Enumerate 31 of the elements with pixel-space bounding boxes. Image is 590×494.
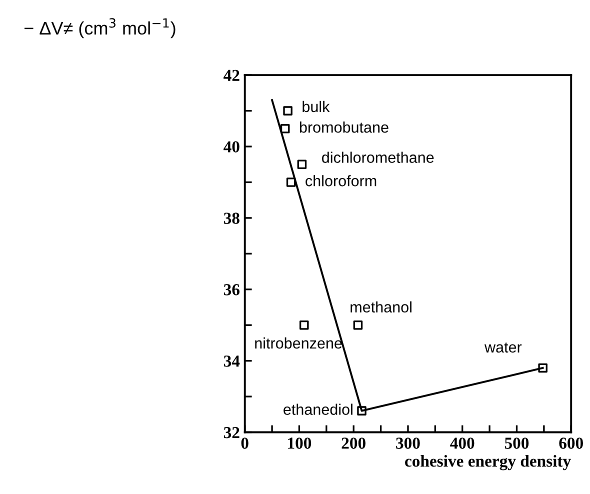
- x-tick-label: 600: [559, 438, 583, 449]
- point: [357, 406, 366, 416]
- x-tick-label: 500: [504, 438, 529, 449]
- x-tick-label: 100: [288, 438, 312, 449]
- y-tick-label: 40: [224, 141, 240, 152]
- y-tick-label: 32: [224, 426, 240, 438]
- annotation: water: [484, 342, 522, 353]
- point: [286, 178, 296, 187]
- point: [283, 106, 292, 116]
- y-tick-label: 34: [224, 356, 240, 367]
- point: [299, 320, 309, 330]
- y-axis-title: − ΔV≠ (cm$^{3}$ mol$^{−1}$): [24, 18, 176, 38]
- x-tick-label: 300: [396, 438, 420, 449]
- y-tick-label: 38: [224, 212, 240, 224]
- x-tick-label: 200: [342, 438, 366, 449]
- y-tick-label: 42: [224, 70, 240, 81]
- y-tick-label: 36: [224, 284, 240, 296]
- point: [280, 124, 290, 134]
- annotation: nitrobenzene: [255, 337, 342, 349]
- point: [538, 363, 548, 373]
- x-tick-label: 400: [450, 438, 474, 449]
- x-tick-label: 0: [241, 438, 248, 449]
- point: [297, 160, 307, 170]
- annotation: ethanediol: [284, 404, 352, 415]
- annotation: bulk: [302, 100, 330, 112]
- annotation: bromobutane: [300, 122, 388, 133]
- x-axis-title: cohesive energy density: [405, 455, 571, 470]
- annotation: chloroform: [306, 175, 376, 186]
- point: [353, 320, 363, 330]
- annotation: methanol: [350, 301, 412, 313]
- annotation: dichloromethane: [322, 152, 434, 163]
